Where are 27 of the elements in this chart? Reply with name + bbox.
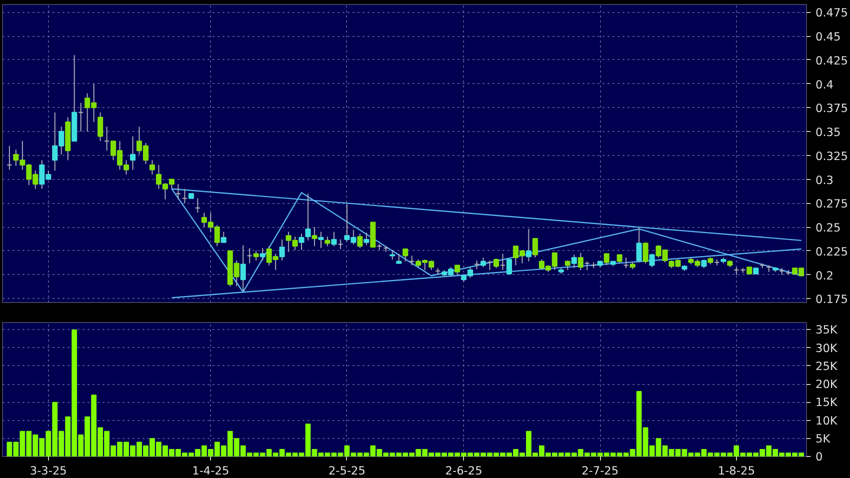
x-tick-label: 2-7-25 [582,464,619,478]
y-tick-label: 0.4 [816,77,834,92]
y-tick-label: 10K [816,413,838,428]
y-tick-label: 0.375 [816,101,848,116]
y-tick-label: 0.475 [816,6,848,20]
x-tick-label: 3-3-25 [30,464,67,478]
y-tick-label: 25K [816,358,838,373]
y-tick-label: 0.2 [816,268,834,282]
y-tick-label: 35K [816,322,838,337]
y-tick-label: 20K [816,377,838,392]
x-tick-label: 1-4-25 [192,464,230,478]
y-tick-label: 0 [816,450,823,464]
y-tick-label: 0.25 [816,220,841,235]
x-tick-label: 2-6-25 [445,464,482,478]
y-tick-label: 30K [816,340,838,355]
y-tick-label: 15K [816,395,838,410]
y-tick-label: 0.35 [816,125,841,140]
x-tick-label: 1-8-25 [718,464,755,478]
y-tick-label: 0.175 [816,292,848,306]
y-tick-label: 5K [816,431,831,446]
y-tick-label: 0.225 [816,244,848,258]
y-tick-label: 0.45 [816,30,841,44]
x-tick-label: 2-5-25 [328,464,366,478]
y-tick-label: 0.425 [816,53,848,68]
y-tick-label: 0.275 [816,196,848,211]
y-tick-label: 0.3 [816,172,834,187]
y-tick-label: 0.325 [816,148,848,163]
